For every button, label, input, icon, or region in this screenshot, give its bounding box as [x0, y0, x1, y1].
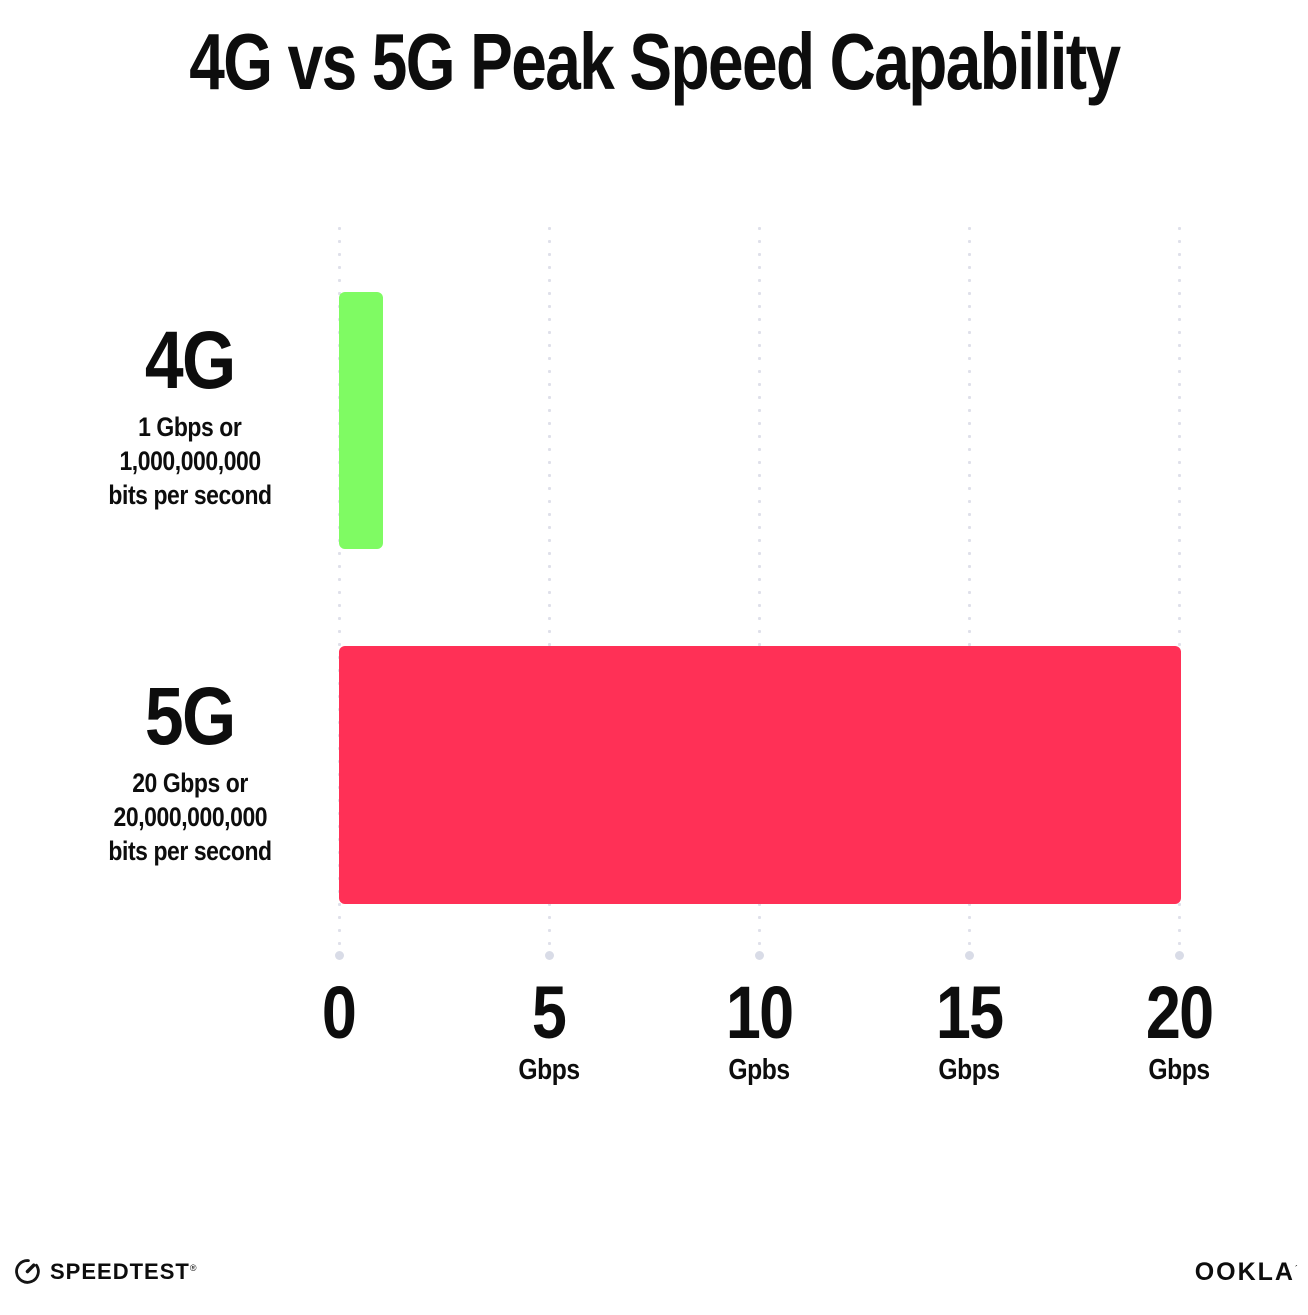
x-tick-5-unit: Gbps: [518, 1054, 580, 1086]
gridline-0: [337, 222, 341, 945]
row-label-4g-desc-line2: 1,000,000,000: [119, 446, 261, 476]
axis-end-dot-20: [1174, 951, 1184, 960]
speedtest-logo: SPEEDTEST®: [14, 1258, 197, 1285]
bar-5g: [339, 646, 1181, 904]
ookla-trademark: ´: [1295, 1264, 1300, 1274]
x-tick-10-unit: Gpbs: [728, 1054, 790, 1086]
axis-end-dot-10: [754, 951, 764, 960]
row-label-5g: 5G 20 Gbps or 20,000,000,000 bits per se…: [30, 676, 350, 868]
row-label-4g-desc-line3: bits per second: [108, 480, 272, 510]
row-label-5g-desc-line1: 20 Gbps or: [132, 768, 248, 798]
gridline-10: [757, 222, 761, 945]
row-label-5g-title: 5G: [145, 671, 236, 762]
speedtest-trademark: ®: [189, 1263, 198, 1273]
x-tick-15-unit: Gbps: [938, 1054, 1000, 1086]
gridline-5: [547, 222, 551, 945]
speedtest-wordmark: SPEEDTEST®: [50, 1259, 198, 1284]
x-tick-15: 15: [935, 971, 1004, 1054]
ookla-wordmark: OOKLA: [1194, 1258, 1295, 1286]
x-tick-20: 20: [1145, 971, 1214, 1054]
axis-end-dot-5: [544, 951, 554, 960]
row-label-4g-title: 4G: [145, 315, 236, 406]
row-label-5g-desc-line2: 20,000,000,000: [113, 802, 267, 832]
plot-area: [334, 222, 1184, 962]
gridline-15: [967, 222, 971, 945]
row-label-5g-desc-line3: bits per second: [108, 836, 272, 866]
axis-end-dot-15: [964, 951, 974, 960]
axis-end-dot-0: [334, 951, 344, 960]
x-tick-10: 10: [725, 971, 794, 1054]
row-label-4g: 4G 1 Gbps or 1,000,000,000 bits per seco…: [30, 320, 350, 512]
speedtest-gauge-icon: [14, 1258, 41, 1285]
row-label-4g-desc-line1: 1 Gbps or: [138, 412, 242, 442]
x-tick-0: 0: [322, 971, 357, 1054]
gridline-20: [1177, 222, 1181, 945]
x-tick-5: 5: [532, 971, 567, 1054]
ookla-logo: OOKLA´: [1195, 1260, 1300, 1285]
chart-title: 4G vs 5G Peak Speed Capability: [188, 17, 1121, 106]
x-tick-20-unit: Gbps: [1148, 1054, 1210, 1086]
bar-4g: [339, 292, 383, 549]
